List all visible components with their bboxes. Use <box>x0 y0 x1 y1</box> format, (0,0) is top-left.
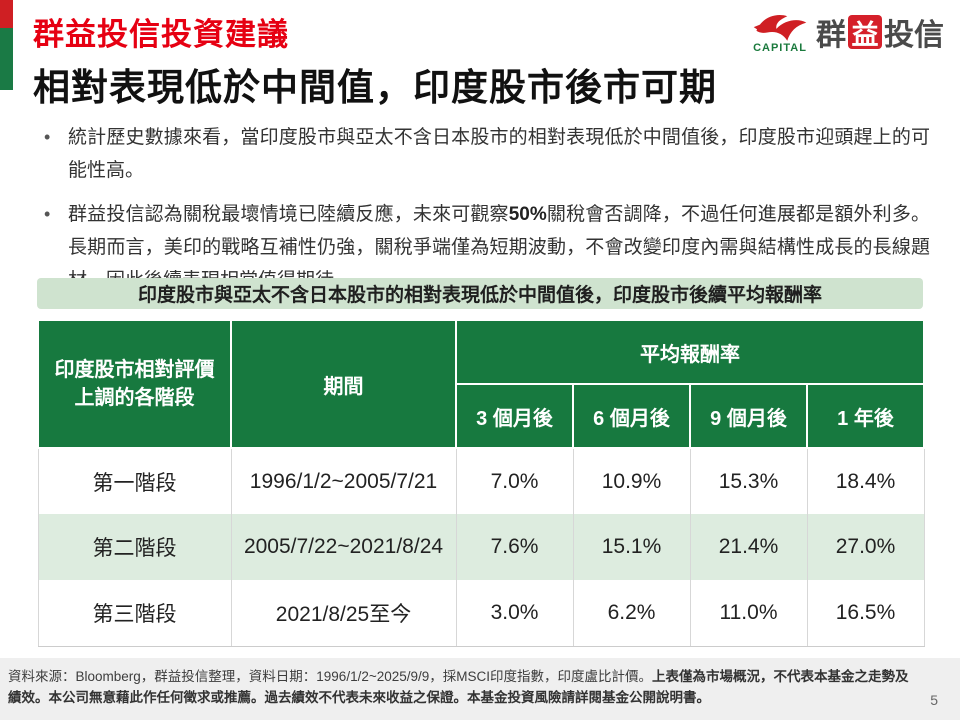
return-cell: 6.2% <box>572 580 691 647</box>
eagle-logo-icon: CAPITAL <box>751 11 809 54</box>
bullet-item-2: 群益投信認為關稅最壞情境已陸續反應，未來可觀察50%關稅會否調降，不過任何進展都… <box>38 199 930 297</box>
table-row: 第一階段 1996/1/2~2005/7/21 7.0% 10.9% 15.3%… <box>37 448 925 514</box>
table-row: 第三階段 2021/8/25至今 3.0% 6.2% 11.0% 16.5% <box>37 580 925 647</box>
period-cell: 1996/1/2~2005/7/21 <box>230 448 457 514</box>
accent-bar-green <box>0 28 13 90</box>
header-3-months: 3 個月後 <box>455 383 574 449</box>
logo-wordmark: 群 益 投信 <box>816 10 944 54</box>
stage-cell: 第二階段 <box>37 514 232 580</box>
logo-char-qun: 群 <box>816 19 846 52</box>
return-cell: 16.5% <box>806 580 925 647</box>
period-cell: 2005/7/22~2021/8/24 <box>230 514 457 580</box>
return-cell: 15.1% <box>572 514 691 580</box>
logo-char-yi-badge: 益 <box>848 15 882 50</box>
accent-bar-red <box>0 0 13 28</box>
page-title: 群益投信投資建議 <box>33 17 289 52</box>
bullet-list: 統計歷史數據來看，當印度股市與亞太不含日本股市的相對表現低於中間值後，印度股市迎… <box>38 122 930 309</box>
returns-table: 印度股市相對評價 上調的各階段 期間 平均報酬率 3 個月後 6 個月後 9 個… <box>37 319 925 647</box>
footer-disclaimer-text: 上表僅為市場概況，不代表本基金之走勢及績效。本公司無意藉此作任何徵求或推薦。過去… <box>8 669 909 705</box>
page-subtitle: 相對表現低於中間值，印度股市後市可期 <box>33 67 717 108</box>
table-title-banner: 印度股市與亞太不含日本股市的相對表現低於中間值後，印度股市後續平均報酬率 <box>37 278 923 309</box>
stage-cell: 第三階段 <box>37 580 232 647</box>
company-logo: CAPITAL 群 益 投信 <box>751 10 944 54</box>
footer-disclaimer-bar: 資料來源：Bloomberg，群益投信整理，資料日期：1996/1/2~2025… <box>0 658 960 720</box>
page-number: 5 <box>930 692 938 708</box>
period-cell: 2021/8/25至今 <box>230 580 457 647</box>
return-cell: 21.4% <box>689 514 808 580</box>
logo-capital-label: CAPITAL <box>753 41 807 54</box>
bullet-2-text-start: 群益投信認為關稅最壞情境已陸續反應，未來可觀察 <box>68 204 509 226</box>
return-cell: 18.4% <box>806 448 925 514</box>
return-cell: 7.0% <box>455 448 574 514</box>
bullet-item-1: 統計歷史數據來看，當印度股市與亞太不含日本股市的相對表現低於中間值後，印度股市迎… <box>38 122 930 187</box>
header-period-column: 期間 <box>230 319 457 449</box>
return-cell: 15.3% <box>689 448 808 514</box>
return-cell: 7.6% <box>455 514 574 580</box>
header-stage-column: 印度股市相對評價 上調的各階段 <box>37 319 232 449</box>
header-1-year: 1 年後 <box>806 383 925 449</box>
stage-cell: 第一階段 <box>37 448 232 514</box>
return-cell: 10.9% <box>572 448 691 514</box>
footer-source-text: 資料來源：Bloomberg，群益投信整理，資料日期：1996/1/2~2025… <box>8 669 653 684</box>
header-avg-return: 平均報酬率 <box>455 319 925 385</box>
return-cell: 27.0% <box>806 514 925 580</box>
header-6-months: 6 個月後 <box>572 383 691 449</box>
table-row: 第二階段 2005/7/22~2021/8/24 7.6% 15.1% 21.4… <box>37 514 925 580</box>
bullet-1-text: 統計歷史數據來看，當印度股市與亞太不含日本股市的相對表現低於中間值後，印度股市迎… <box>68 127 930 181</box>
header-9-months: 9 個月後 <box>689 383 808 449</box>
return-cell: 3.0% <box>455 580 574 647</box>
bullet-2-highlight: 50% <box>508 204 547 226</box>
logo-chars-touxin: 投信 <box>884 19 944 52</box>
return-cell: 11.0% <box>689 580 808 647</box>
